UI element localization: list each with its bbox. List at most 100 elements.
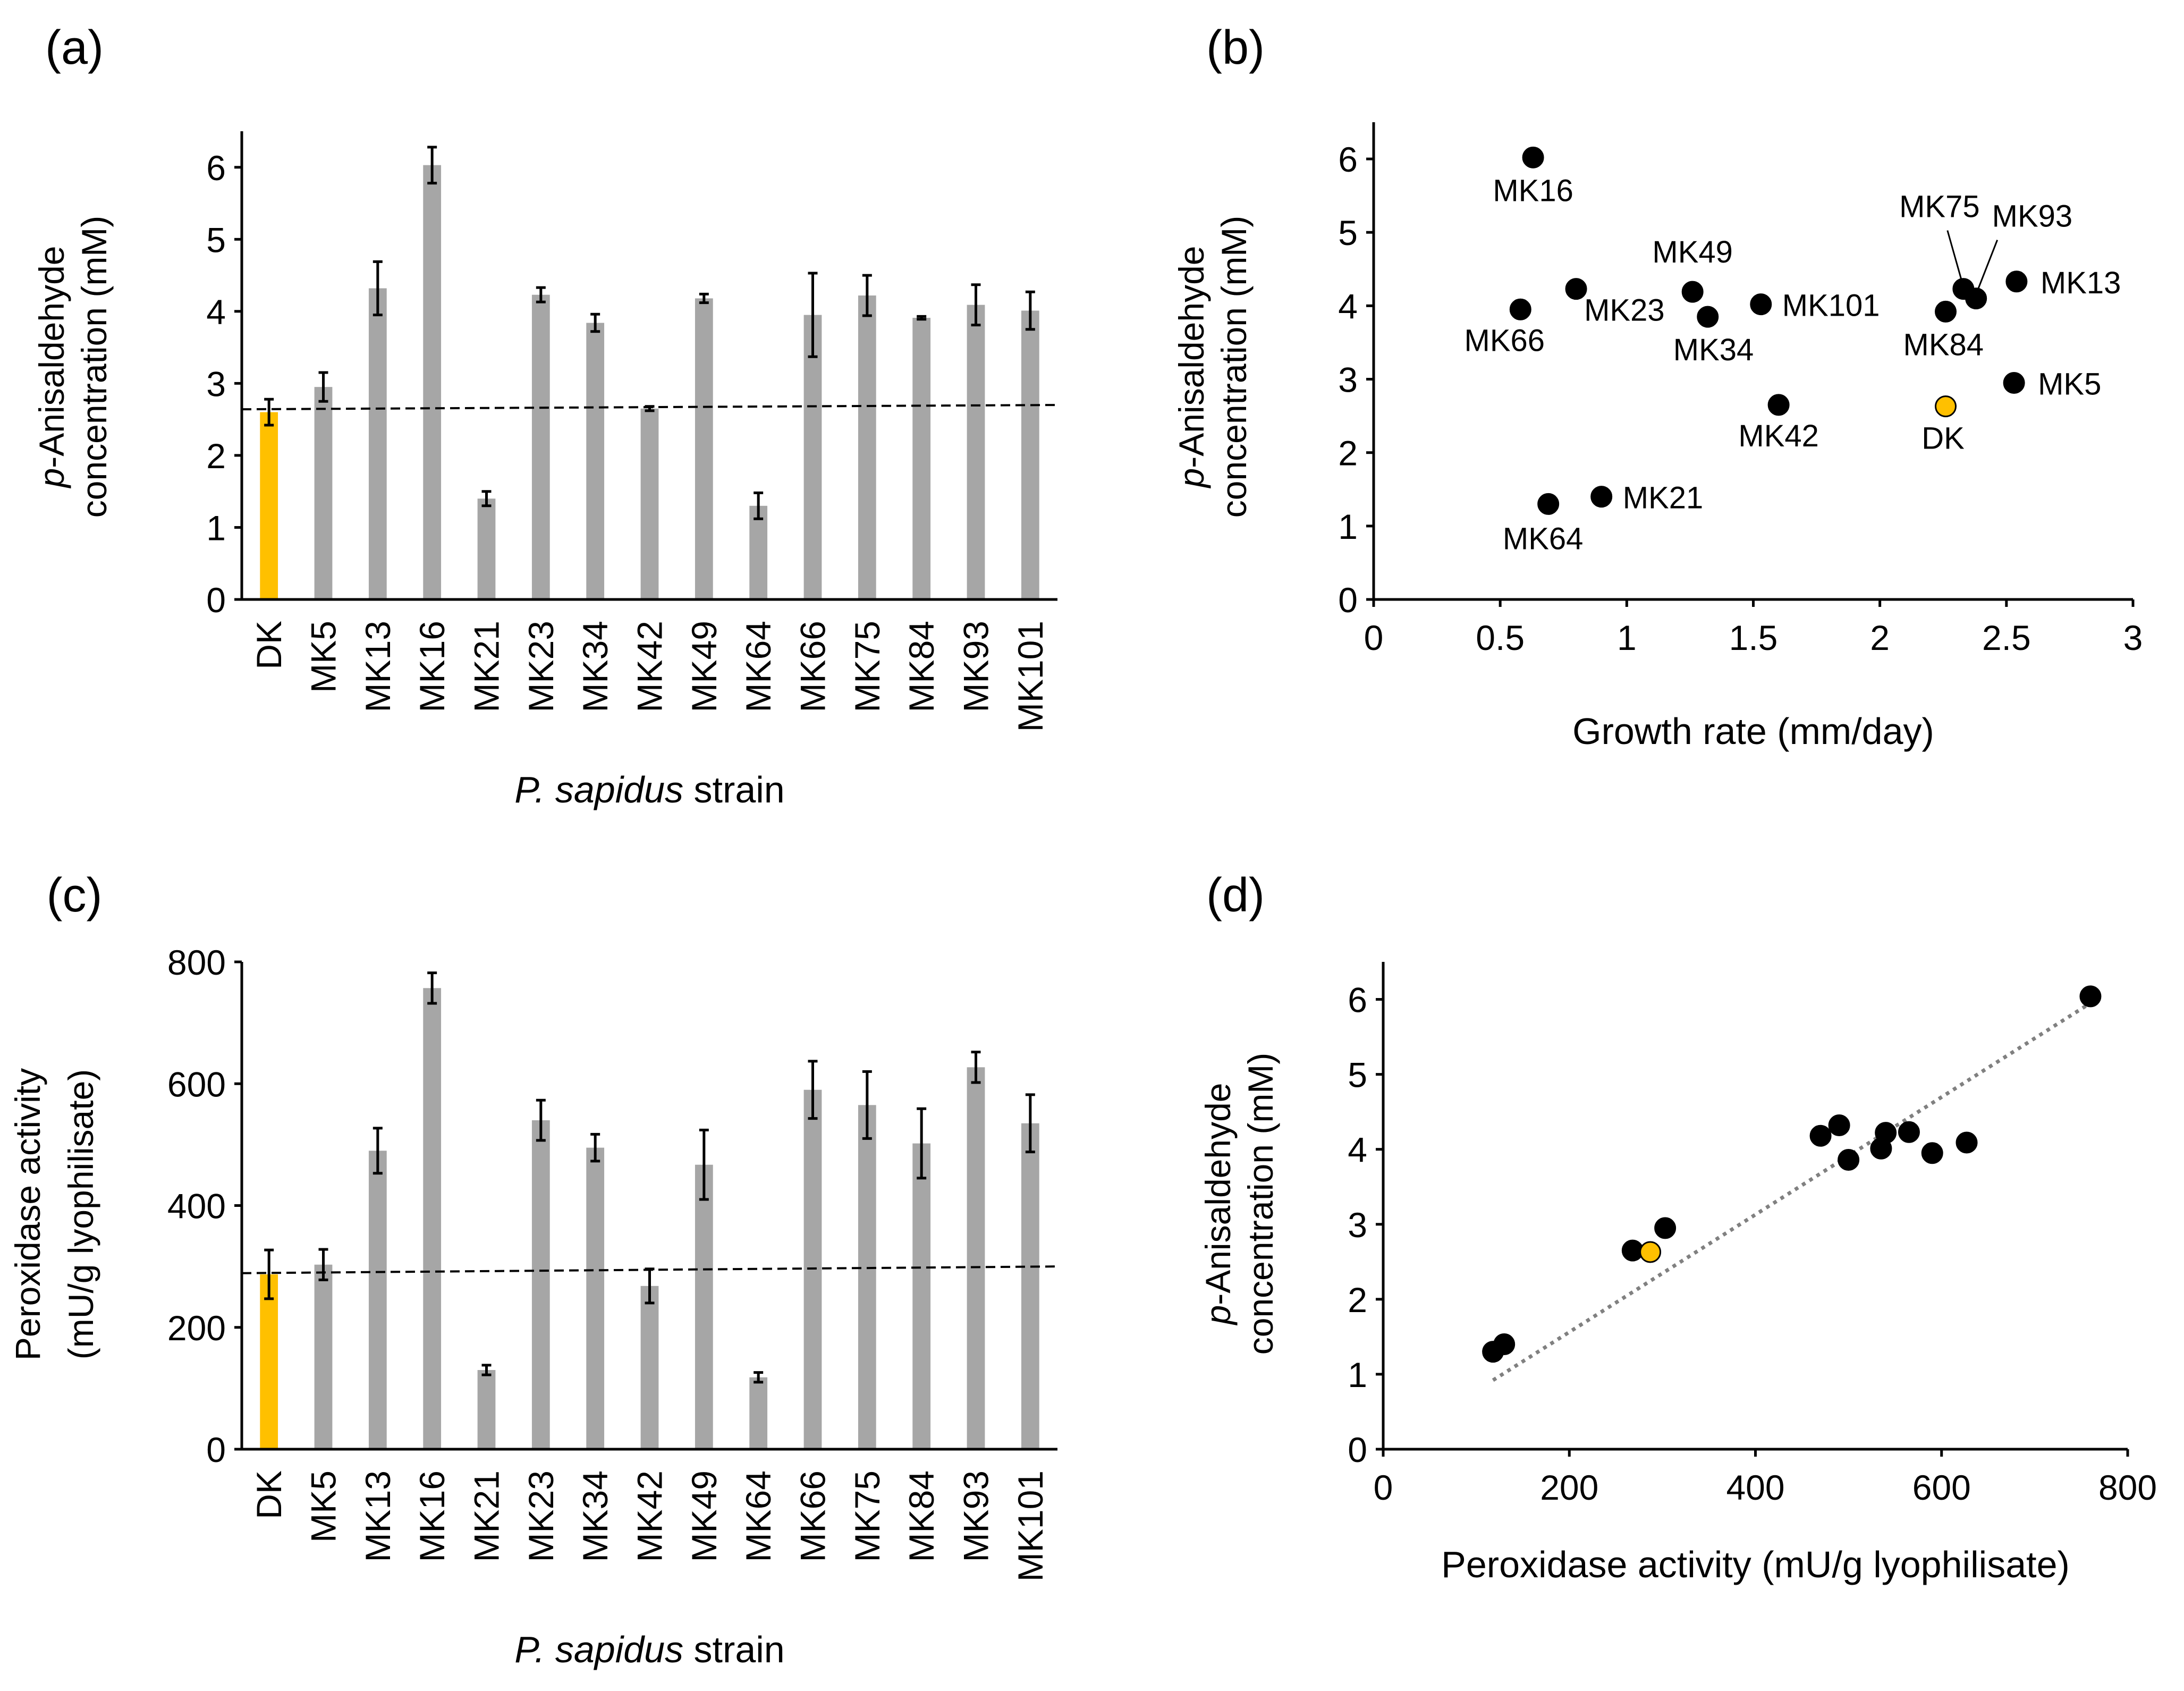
y-tick-label: 4 <box>206 292 226 332</box>
point-mk42 <box>1767 394 1790 416</box>
category-label: MK101 <box>1011 1470 1050 1582</box>
y-axis-label-line1: p-Anisaldehyde <box>1198 1083 1238 1326</box>
category-label: MK34 <box>575 621 615 712</box>
data-point <box>1639 1241 1662 1263</box>
y-axis-label-line2: concentration (mM) <box>74 216 114 518</box>
point-label: MK16 <box>1493 173 1573 208</box>
x-tick-label: 800 <box>2098 1468 2157 1507</box>
bar-mk93 <box>967 1067 985 1449</box>
y-axis-label-line1: Peroxidase activity <box>8 1068 47 1360</box>
x-tick-label: 400 <box>1726 1468 1784 1507</box>
reference-line <box>241 404 1058 411</box>
category-label: MK64 <box>739 621 778 712</box>
point-label: MK84 <box>1903 327 1984 362</box>
data-point <box>1828 1114 1850 1137</box>
bar-mk23 <box>531 294 550 599</box>
point-mk101 <box>1750 293 1772 316</box>
x-axis-label: Growth rate (mm/day) <box>1572 711 1934 752</box>
leader-line <box>1946 230 1962 280</box>
x-tick-label: 0 <box>1374 1468 1393 1507</box>
y-tick-label: 4 <box>1338 286 1358 326</box>
bar-mk5 <box>314 387 333 599</box>
x-axis-label-text: strain <box>683 769 785 810</box>
data-point <box>1870 1137 1892 1160</box>
category-label: MK13 <box>358 621 397 712</box>
category-label: MK101 <box>1011 621 1050 732</box>
x-tick-label: 200 <box>1540 1468 1598 1507</box>
panel-d-scatter-chart: (d) p-Anisaldehyde concentration (mM) 0 1 2 3 4… <box>1198 869 2157 1585</box>
category-label: MK16 <box>412 1470 452 1562</box>
y-tick-label: 3 <box>1338 360 1358 400</box>
category-label: MK21 <box>467 1470 506 1562</box>
panel-label: (c) <box>47 869 103 922</box>
y-axis-label-line2: concentration (mM) <box>1241 1053 1280 1355</box>
category-label: MK66 <box>793 621 833 712</box>
bar-mk66 <box>803 315 822 599</box>
panel-b-scatter-chart: (b) p-Anisaldehyde concentration (mM) 0 1 2 3 4… <box>1172 21 2143 752</box>
category-label: MK75 <box>848 621 887 712</box>
y-tick-label: 2 <box>1338 434 1358 473</box>
bar-mk34 <box>586 323 605 599</box>
bar-mk5 <box>314 1264 333 1449</box>
data-point <box>1921 1142 1943 1164</box>
point-mk23 <box>1565 278 1587 300</box>
bar-mk75 <box>858 1105 876 1449</box>
bar-mk42 <box>640 1286 659 1449</box>
y-tick-label: 6 <box>206 148 226 188</box>
point-mk49 <box>1681 281 1704 303</box>
point-label: MK13 <box>2041 266 2121 300</box>
y-tick-label: 2 <box>1348 1280 1367 1320</box>
data-point <box>1654 1217 1677 1239</box>
y-tick-label: 1 <box>1338 507 1358 546</box>
bar-mk42 <box>640 408 659 599</box>
bar-mk21 <box>477 1369 496 1449</box>
y-axis-label-text: -Anisaldehyde <box>1198 1083 1238 1305</box>
category-label: MK34 <box>575 1470 615 1562</box>
category-label: MK23 <box>521 621 561 712</box>
y-tick-label: 400 <box>167 1187 226 1226</box>
category-label: MK93 <box>956 1470 996 1562</box>
x-tick-label: 0 <box>1364 618 1384 657</box>
bar-mk64 <box>749 505 768 599</box>
y-tick-label: 5 <box>1338 213 1358 252</box>
data-point <box>1956 1131 1978 1154</box>
point-label: MK75 <box>1899 190 1980 224</box>
y-tick-label: 1 <box>1348 1355 1367 1394</box>
y-tick-label: 1 <box>206 508 226 547</box>
category-label: MK23 <box>521 1470 561 1562</box>
category-label: MK93 <box>956 621 996 712</box>
x-axis-label-text: strain <box>683 1629 785 1670</box>
point-label: MK101 <box>1782 289 1880 323</box>
point-label: MK49 <box>1652 235 1733 269</box>
y-tick-label: 5 <box>1348 1055 1367 1095</box>
data-point <box>1493 1333 1516 1355</box>
x-axis-label-italic: P. sapidus <box>514 769 683 810</box>
x-tick-label: 1.5 <box>1729 618 1778 657</box>
point-label: MK34 <box>1673 333 1754 367</box>
leader-line <box>1977 240 1999 290</box>
x-axis-label: P. sapidus strain <box>514 1629 784 1670</box>
bar-mk16 <box>423 165 442 599</box>
bar-mk23 <box>531 1120 550 1449</box>
point-mk34 <box>1697 306 1719 328</box>
point-label: MK66 <box>1465 323 1545 358</box>
category-label: DK <box>249 1470 289 1519</box>
bar-mk21 <box>477 498 496 599</box>
reference-line <box>241 1265 1058 1274</box>
x-tick-label: 1 <box>1617 618 1637 657</box>
category-label: MK84 <box>902 1470 941 1562</box>
category-label: MK66 <box>793 1470 833 1562</box>
bar-mk13 <box>368 288 387 599</box>
y-tick-label: 0 <box>1348 1430 1367 1469</box>
y-axis-label-line2: (mU/g lyophilisate) <box>61 1069 100 1360</box>
y-tick-label: 600 <box>167 1064 226 1104</box>
x-tick-label: 0.5 <box>1476 618 1525 657</box>
y-axis-label-text: -Anisaldehyde <box>1172 246 1211 468</box>
y-axis-label-text: -Anisaldehyde <box>32 246 71 468</box>
category-label: MK16 <box>412 621 452 712</box>
point-label: MK23 <box>1584 293 1665 328</box>
panel-label: (d) <box>1206 869 1265 922</box>
y-tick-label: 800 <box>167 943 226 982</box>
y-tick-label: 3 <box>1348 1205 1367 1245</box>
